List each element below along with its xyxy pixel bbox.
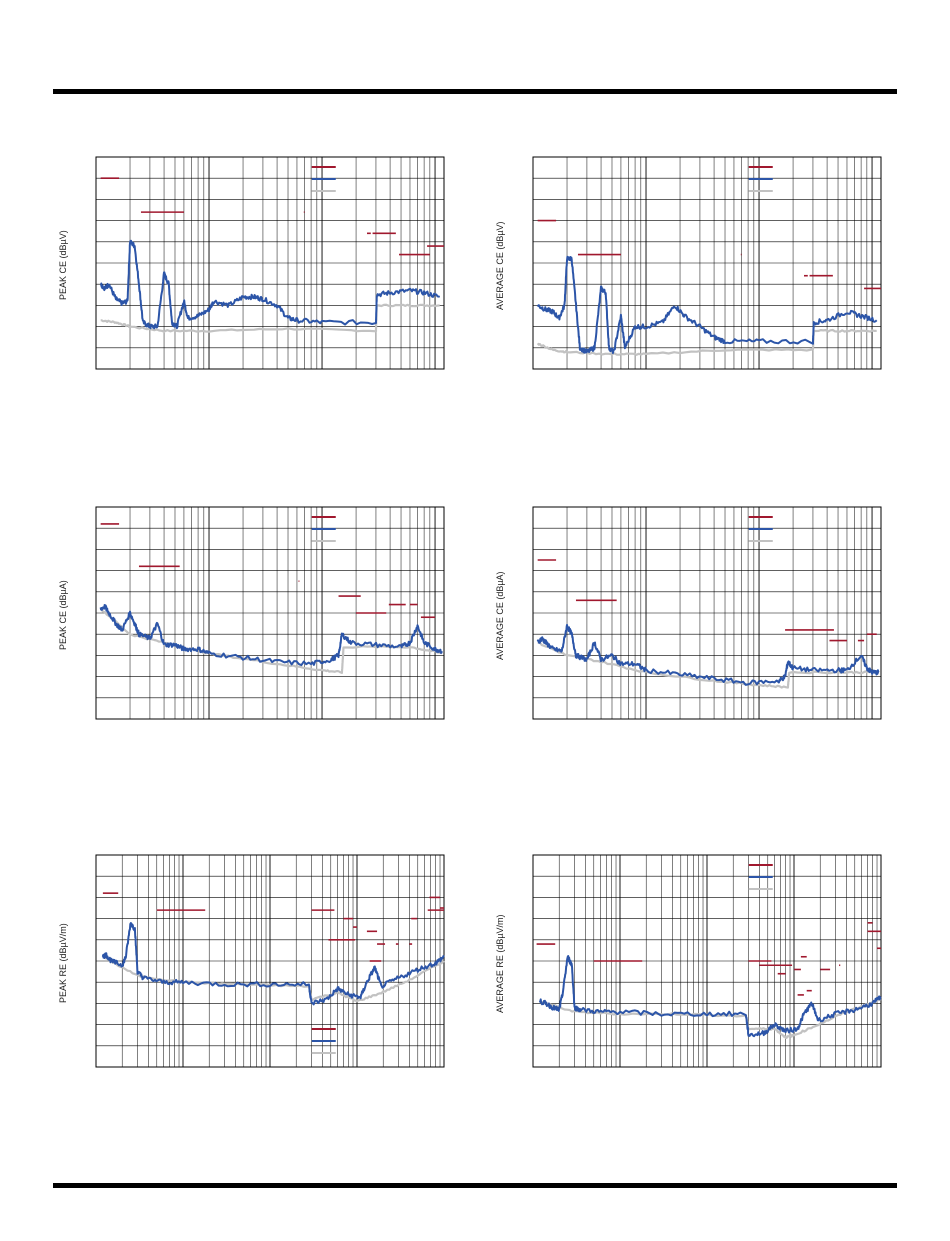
chart-peak-ce-dbuv: PEAK CE (dBµV)	[55, 150, 475, 380]
horizontal-grid	[533, 527, 881, 699]
chart-average-re-dbuvm: AVERAGE RE (dBµV/m)	[492, 848, 912, 1078]
vertical-grid	[566, 157, 873, 369]
emission-trace	[538, 955, 882, 1038]
legend	[311, 516, 336, 542]
emission-trace	[100, 239, 441, 330]
chart-svg	[532, 854, 882, 1068]
legend	[748, 516, 773, 542]
limit-lines	[100, 177, 444, 256]
chart-svg	[95, 156, 445, 370]
chart-svg	[95, 506, 445, 720]
limit-lines	[537, 559, 877, 642]
emission-trace	[99, 604, 443, 667]
top-rule	[53, 89, 897, 94]
ambient-trace	[539, 998, 882, 1039]
emission-trace	[101, 922, 445, 1006]
legend	[311, 166, 336, 192]
chart-svg	[532, 506, 882, 720]
vertical-grid	[129, 507, 436, 719]
legend	[748, 864, 773, 890]
chart-peak-ce-dbua: PEAK CE (dBµA)	[55, 500, 475, 730]
legend	[748, 166, 773, 192]
chart-svg	[532, 156, 882, 370]
vertical-grid	[566, 507, 873, 719]
limit-lines	[537, 219, 881, 290]
limit-lines	[102, 892, 444, 962]
bottom-rule	[53, 1183, 897, 1188]
emission-trace	[536, 623, 880, 686]
chart-average-ce-dbuv: AVERAGE CE (dBµV)	[492, 150, 912, 380]
emission-trace	[536, 255, 878, 354]
ambient-trace	[100, 303, 440, 333]
horizontal-grid	[96, 527, 444, 699]
limit-lines	[536, 922, 881, 996]
legend	[311, 1028, 336, 1054]
ambient-trace	[536, 328, 877, 356]
chart-peak-re-dbuvm: PEAK RE (dBµV/m)	[55, 848, 475, 1078]
chart-average-ce-dbua: AVERAGE CE (dBµA)	[492, 500, 912, 730]
chart-svg	[95, 854, 445, 1068]
limit-lines	[100, 523, 436, 619]
